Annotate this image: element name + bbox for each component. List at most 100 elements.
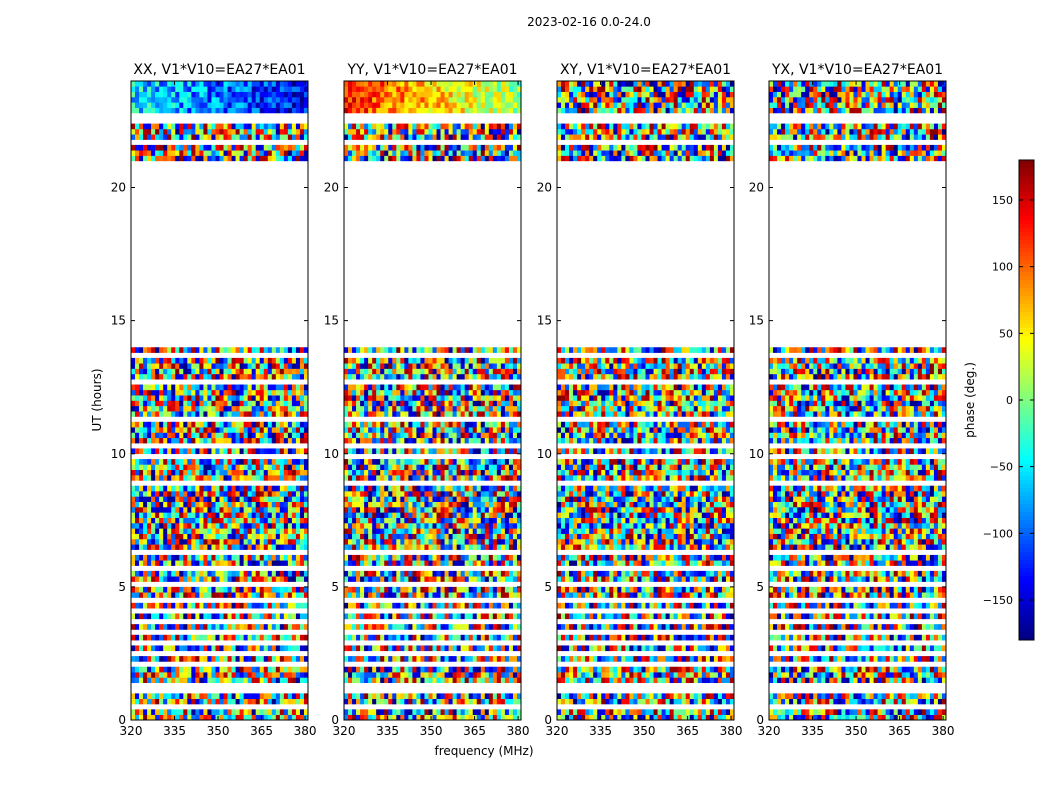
heatmap-cell [424,400,429,407]
heatmap-cell [508,411,514,417]
heatmap-cell [159,432,164,439]
heatmap-cell [380,475,385,481]
heatmap-cell [436,459,441,465]
heatmap-cell [191,123,196,130]
heatmap-cell [195,395,200,401]
heatmap-cell [516,624,522,630]
heatmap-cell [167,613,172,620]
heatmap-cell [163,357,168,364]
heatmap-cell [259,464,265,471]
heatmap-cell [492,421,498,428]
heatmap-cell [215,102,220,108]
heatmap-cell [392,475,397,481]
heatmap-cell [436,395,441,401]
heatmap-cell [492,576,498,582]
heatmap-cell [171,613,176,620]
heatmap-cell [231,672,236,678]
heatmap-cell [211,363,216,369]
heatmap-cell [139,389,144,396]
heatmap-cell [211,144,216,151]
heatmap-cell [376,373,381,380]
heatmap-cell [352,570,357,577]
heatmap-cell [460,554,465,561]
heatmap-cell [215,421,220,428]
heatmap-cell [460,592,465,598]
heatmap-cell [452,570,457,577]
heatmap-cell [207,714,212,721]
heatmap-cell [187,576,192,582]
heatmap-cell [303,560,309,566]
heatmap-cell [356,592,361,598]
heatmap-cell [219,421,224,428]
heatmap-cell [299,592,305,598]
heatmap-cell [211,389,216,396]
heatmap-cell [255,363,261,369]
heatmap-cell [468,512,474,518]
heatmap-cell [291,432,297,439]
heatmap-cell [408,533,413,540]
heatmap-cell [175,395,180,401]
heatmap-cell [147,576,152,582]
heatmap-cell [428,427,433,433]
heatmap-cell [448,363,453,369]
heatmap-cell [295,368,301,375]
heatmap-cell [452,517,457,524]
heatmap-cell [235,395,240,401]
heatmap-cell [283,602,289,609]
heatmap-cell [356,645,361,652]
heatmap-cell [155,624,160,630]
heatmap-cell [372,373,377,380]
heatmap-cell [211,645,216,652]
heatmap-cell [167,586,172,593]
heatmap-cell [384,576,389,582]
heatmap-cell [271,528,277,534]
heatmap-cell [199,714,204,721]
heatmap-cell [464,666,469,673]
heatmap-cell [472,421,478,428]
heatmap-cell [372,528,377,534]
heatmap-cell [263,634,269,641]
heatmap-cell [480,384,486,391]
heatmap-cell [420,475,425,481]
heatmap-cell [352,485,357,492]
heatmap-cell [135,666,140,673]
heatmap-cell [408,496,413,502]
heatmap-cell [508,533,514,540]
heatmap-cell [448,570,453,577]
heatmap-cell [187,512,192,518]
heatmap-cell [400,570,405,577]
heatmap-cell [392,411,397,417]
heatmap-cell [368,666,373,673]
heatmap-cell [283,128,289,135]
heatmap-cell [400,714,405,721]
heatmap-cell [468,464,474,471]
heatmap-cell [175,144,180,151]
heatmap-cell [167,81,172,87]
heatmap-cell [163,107,168,114]
heatmap-cell [344,624,349,630]
heatmap-cell [500,485,506,492]
heatmap-cell [263,400,269,407]
heatmap-cell [179,437,184,444]
heatmap-cell [388,373,393,380]
heatmap-cell [380,576,385,582]
heatmap-cell [223,373,228,380]
heatmap-cell [287,602,293,609]
heatmap-cell [512,459,518,465]
heatmap-cell [468,389,474,396]
heatmap-cell [476,389,482,396]
heatmap-cell [191,698,196,705]
heatmap-cell [259,496,265,502]
heatmap-cell [207,592,212,598]
heatmap-cell [295,448,301,455]
heatmap-cell [207,528,212,534]
heatmap-cell [492,560,498,566]
heatmap-cell [267,96,273,103]
heatmap-cell [420,373,425,380]
heatmap-cell [151,400,156,407]
heatmap-cell [488,475,494,481]
heatmap-cell [131,496,136,502]
heatmap-cell [488,677,494,684]
heatmap-cell [508,421,514,428]
heatmap-cell [508,645,514,652]
